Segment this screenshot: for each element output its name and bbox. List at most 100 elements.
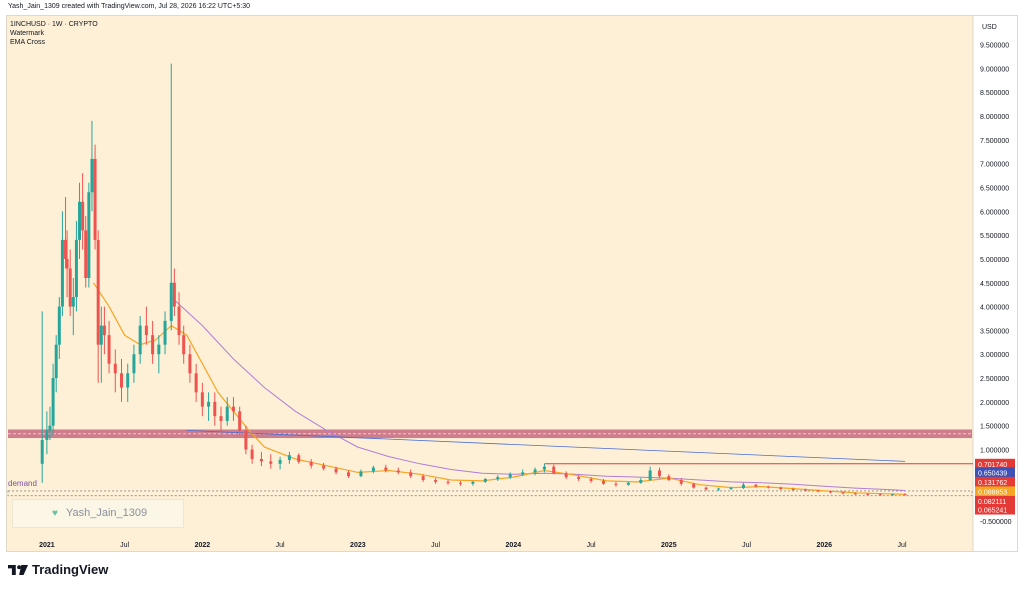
candle-body (213, 401, 217, 417)
candle-body (71, 297, 75, 307)
heart-icon: ♥ (52, 508, 58, 519)
candle (207, 392, 211, 421)
candle (322, 462, 326, 471)
price-tag: 0.065241 (975, 504, 1015, 515)
candle-body (64, 239, 68, 259)
candle (68, 249, 72, 317)
tradingview-brand[interactable]: TradingView (8, 562, 108, 577)
candle-body (891, 494, 895, 496)
candle-body (182, 335, 186, 355)
candle-body (657, 470, 661, 477)
y-axis-labels: 9.500000 9.000000 8.500000 8.000000 7.500000… (980, 43, 1012, 526)
candle-body (384, 467, 388, 471)
candle (169, 63, 173, 331)
price-tag-label: 0.088653 (978, 489, 1007, 496)
candle (194, 363, 198, 402)
candle (309, 459, 313, 469)
candle (78, 182, 82, 259)
header-credit: Yash_Jain_1309 created with TradingView.… (8, 3, 250, 10)
candle-body (138, 325, 142, 355)
x-tick-label: 2022 (195, 542, 211, 549)
x-tick-label: Jul (587, 542, 596, 549)
candle (434, 478, 438, 484)
y-tick-label: 2.000000 (980, 400, 1009, 407)
candle-body (779, 487, 783, 490)
candle (297, 453, 301, 464)
ema-fast-line (92, 282, 906, 495)
candle (396, 467, 400, 475)
candle-body (132, 354, 136, 374)
legend-indicator-ema-cross[interactable]: EMA Cross (10, 39, 46, 46)
candle (219, 406, 223, 431)
price-tag-background (975, 458, 1015, 469)
candle-body (841, 492, 845, 494)
candle (804, 488, 808, 492)
candle (564, 471, 568, 480)
candle (144, 306, 148, 345)
candle (151, 320, 155, 364)
candle-body (496, 477, 500, 480)
lines-layer (92, 282, 906, 495)
candle-body (589, 479, 593, 481)
candle (65, 230, 69, 298)
candle-body (521, 472, 525, 475)
candle (51, 363, 55, 436)
tradingview-wordmark: TradingView (32, 562, 109, 577)
candle-body (552, 466, 556, 474)
candle (126, 363, 130, 402)
candle-body (68, 268, 72, 307)
candle-body (542, 466, 546, 470)
candle-body (483, 479, 487, 482)
candle (679, 478, 683, 486)
candle-body (188, 354, 192, 374)
candle (188, 344, 192, 383)
candle (157, 335, 161, 374)
candle-body (78, 201, 82, 240)
tradingview-logo-icon (8, 564, 28, 575)
y-tick-label: 7.500000 (980, 138, 1009, 145)
candle-body (120, 373, 124, 388)
price-tag-label: 0.082111 (978, 499, 1006, 506)
candle-body (144, 325, 148, 336)
candle (132, 344, 136, 383)
y-tick-label: 9.500000 (980, 43, 1009, 50)
candle-body (287, 455, 291, 460)
candle-body (766, 486, 770, 488)
candle (107, 320, 111, 374)
candle-body (269, 461, 273, 464)
candle (704, 486, 708, 491)
candle-body (446, 481, 450, 483)
candle (458, 480, 462, 486)
candle-body (48, 425, 52, 431)
candle-body (602, 480, 606, 484)
x-tick-label: Jul (431, 542, 440, 549)
watermark-text: Yash_Jain_1309 (66, 507, 148, 519)
candle-body (704, 487, 708, 490)
candle-body (829, 491, 833, 493)
candle (213, 392, 217, 426)
candle (657, 467, 661, 479)
candle (754, 483, 758, 488)
candle (421, 474, 425, 482)
candle (791, 487, 795, 491)
price-tag: 0.650439 (975, 467, 1015, 478)
candle-body (169, 282, 173, 321)
candle-body (667, 476, 671, 480)
x-tick-label: Jul (898, 542, 907, 549)
watermark-box (12, 499, 184, 528)
candles-layer (40, 63, 907, 496)
price-tag: 0.131762 (975, 476, 1015, 487)
candle (334, 466, 338, 475)
price-tag-background (975, 467, 1015, 478)
x-tick-label: Jul (742, 542, 751, 549)
candle-body (81, 201, 85, 231)
candle (71, 278, 75, 336)
price-tag-label: 0.131762 (978, 480, 1007, 487)
candle (766, 485, 770, 489)
price-tag: 0.082111 (975, 495, 1015, 506)
candle-body (421, 476, 425, 480)
candle (577, 475, 581, 481)
legend-indicator-watermark[interactable]: Watermark (10, 30, 44, 37)
candle-body (309, 461, 313, 466)
